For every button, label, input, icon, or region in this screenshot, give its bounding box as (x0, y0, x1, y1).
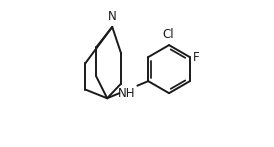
Text: N: N (108, 10, 117, 22)
Text: Cl: Cl (162, 28, 174, 41)
Text: NH: NH (118, 87, 135, 100)
Text: F: F (192, 51, 199, 64)
